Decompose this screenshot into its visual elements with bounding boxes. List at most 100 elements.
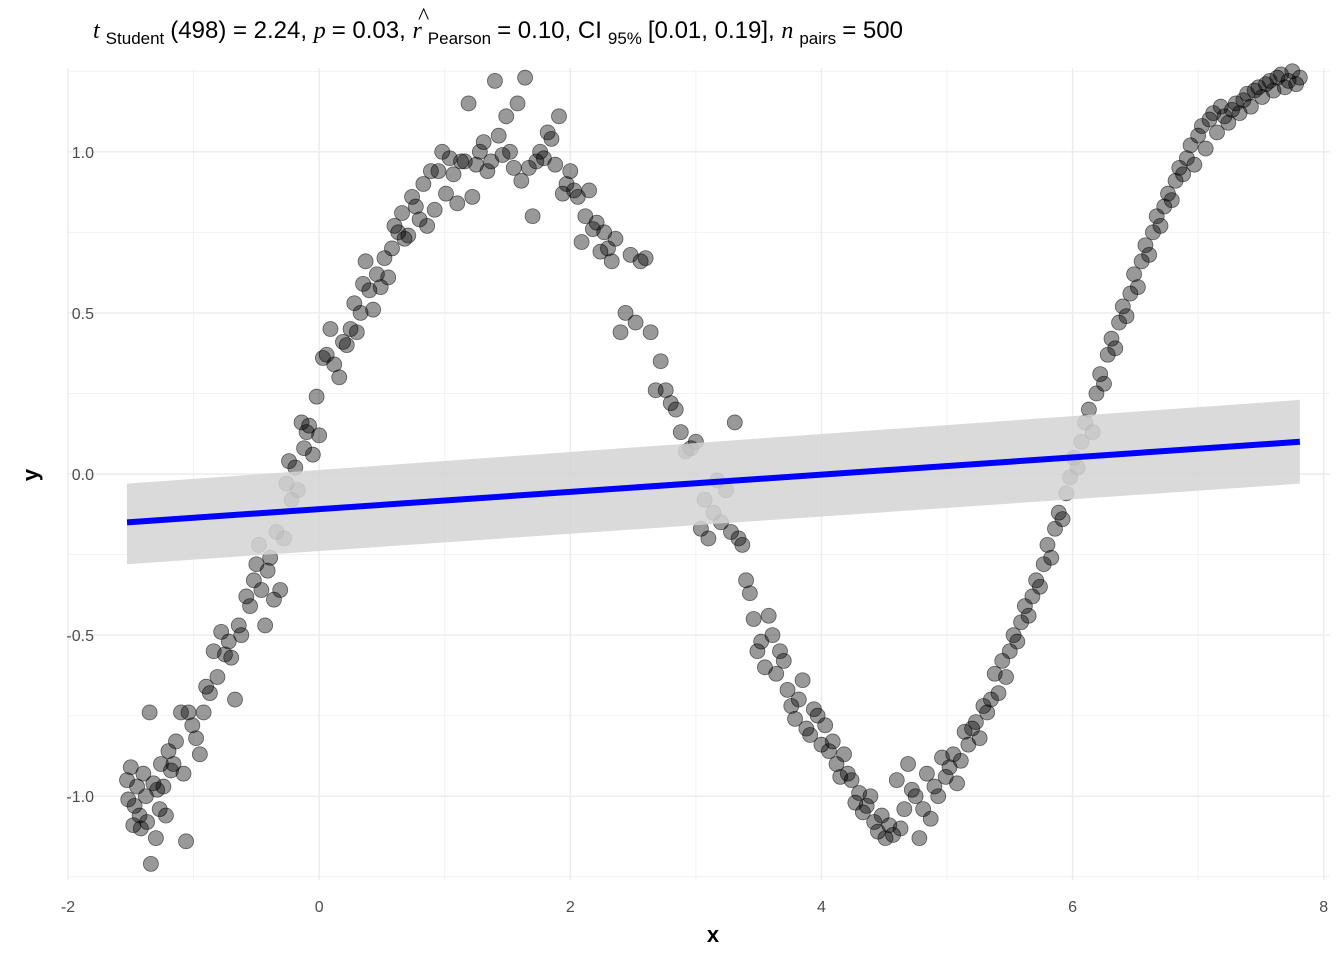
data-point [632, 253, 649, 270]
data-point [802, 727, 819, 743]
r-symbol: r [412, 18, 422, 44]
data-point [612, 324, 629, 341]
t-symbol: t [93, 18, 101, 44]
data-point [191, 746, 208, 763]
data-point [1118, 308, 1135, 325]
data-point [384, 240, 400, 257]
data-point [926, 778, 943, 795]
data-point [438, 185, 454, 202]
data-point [272, 582, 289, 598]
data-point [141, 704, 158, 721]
data-point [357, 253, 374, 270]
data-point [1039, 536, 1056, 553]
data-point [1129, 279, 1146, 296]
data-point [877, 830, 894, 847]
x-tick-label: 2 [566, 899, 575, 916]
data-point [998, 669, 1014, 685]
data-point [257, 617, 274, 634]
data-point [1032, 578, 1048, 595]
data-point [528, 153, 545, 170]
data-point [175, 765, 192, 782]
data-point [1291, 69, 1308, 86]
data-point [430, 163, 447, 180]
data-point [768, 665, 785, 682]
data-point [821, 743, 837, 760]
data-point [956, 723, 973, 740]
data-point [322, 321, 339, 337]
data-point [135, 765, 152, 782]
data-point [426, 201, 443, 218]
data-point [498, 108, 515, 125]
data-point [562, 163, 579, 180]
data-point [449, 195, 466, 212]
data-point [151, 801, 168, 818]
data-point [738, 572, 754, 589]
data-point [338, 337, 355, 354]
data-point [223, 649, 240, 666]
data-point [1103, 330, 1120, 347]
data-point [407, 198, 424, 215]
data-point [352, 304, 369, 321]
x-tick-label: 0 [315, 899, 324, 916]
data-point [253, 582, 270, 598]
data-point [178, 833, 194, 850]
data-point [479, 163, 496, 180]
n-symbol: n [781, 18, 793, 44]
t-subscript: Student [106, 29, 165, 48]
data-point [502, 143, 518, 160]
data-point [662, 395, 679, 412]
data-point [843, 772, 860, 789]
data-point [464, 188, 481, 205]
data-point [188, 730, 204, 747]
p-value: = 0.03, [332, 17, 413, 44]
data-point [158, 807, 174, 824]
r-value: = 0.10, CI [497, 17, 602, 44]
data-point [922, 810, 939, 827]
data-point [380, 269, 397, 286]
data-point [132, 820, 149, 837]
data-point [971, 730, 988, 747]
x-tick-label: 8 [1319, 899, 1328, 916]
data-point [1107, 340, 1124, 357]
data-point [581, 182, 598, 199]
regression-line [126, 438, 1301, 526]
data-point [1220, 114, 1237, 131]
data-point [505, 159, 522, 176]
data-point [667, 401, 684, 418]
r-subscript: Pearson [428, 29, 491, 48]
data-point [1114, 298, 1131, 315]
data-point [201, 685, 218, 702]
chart-subtitle: t Student (498) = 2.24, p = 0.03, r Pear… [93, 17, 903, 50]
data-point [700, 530, 717, 547]
data-point [990, 685, 1007, 702]
data-point [1020, 607, 1037, 624]
data-point [1096, 375, 1112, 392]
ci-value: [0.01, 0.19], [648, 17, 781, 44]
data-point [824, 733, 841, 750]
data-point [346, 295, 363, 312]
data-point [652, 353, 669, 370]
y-axis-title: y [18, 468, 43, 481]
data-point [573, 234, 590, 250]
data-point [1126, 266, 1143, 283]
data-point [119, 772, 135, 789]
data-point [139, 814, 156, 830]
y-tick-label: -0.5 [66, 628, 94, 645]
data-point [365, 301, 382, 318]
data-point [126, 797, 143, 814]
data-point [148, 830, 164, 847]
y-tick-label: 1.0 [72, 145, 94, 162]
data-point [220, 633, 237, 650]
data-point [125, 817, 142, 834]
data-point [741, 585, 758, 602]
data-point [930, 788, 947, 805]
data-point [775, 652, 792, 669]
data-point [120, 791, 137, 808]
data-point [304, 446, 321, 463]
data-point [471, 143, 488, 160]
data-point [892, 820, 909, 837]
data-point [1092, 366, 1109, 383]
data-point [779, 681, 796, 698]
data-point [355, 275, 371, 292]
data-point [419, 217, 436, 234]
